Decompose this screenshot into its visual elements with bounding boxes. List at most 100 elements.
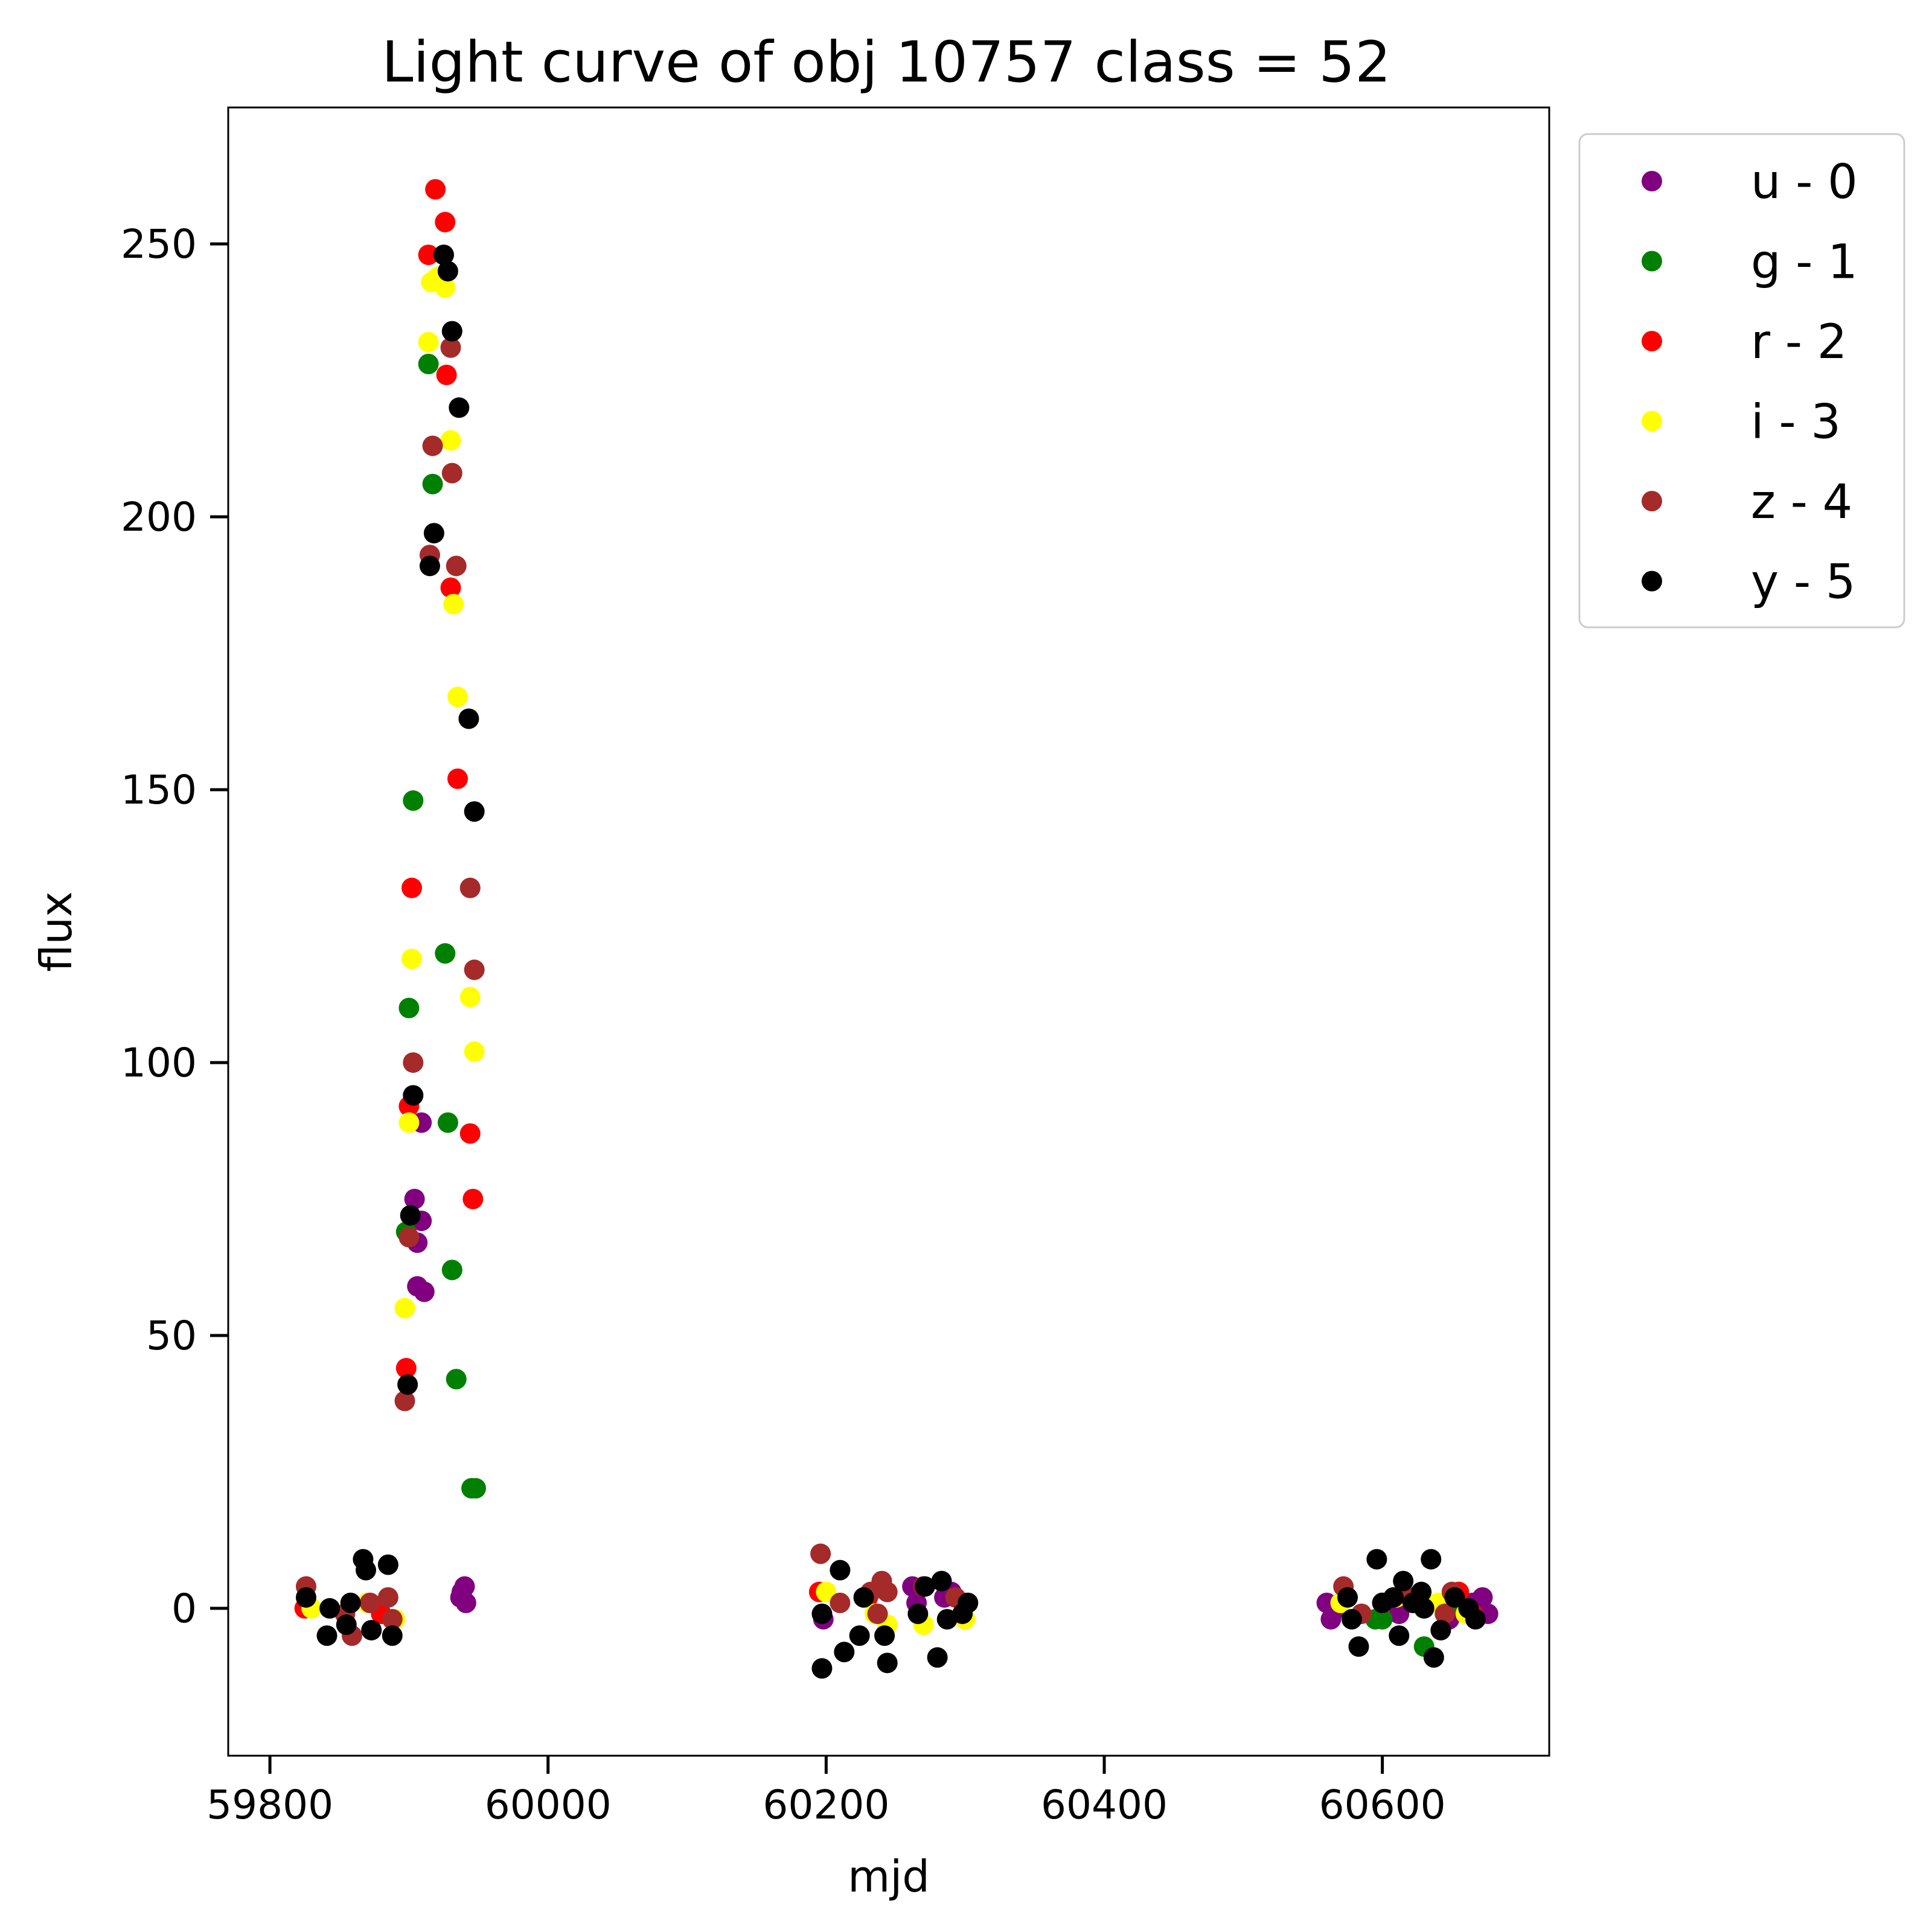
data-point: [361, 1620, 382, 1641]
data-point: [401, 948, 423, 970]
x-tick-label: 60200: [763, 1782, 889, 1828]
y-axis-label: flux: [31, 891, 82, 972]
data-point: [440, 337, 461, 358]
legend-label: z - 4: [1751, 475, 1852, 529]
data-point: [403, 790, 424, 811]
data-point: [849, 1625, 870, 1646]
data-point: [1411, 1581, 1432, 1602]
data-point: [377, 1554, 398, 1575]
data-point: [295, 1587, 316, 1608]
series-4: [295, 337, 1462, 1646]
legend-label: i - 3: [1751, 395, 1841, 450]
data-point: [877, 1652, 898, 1674]
data-point: [359, 1592, 380, 1613]
data-point: [398, 1112, 420, 1133]
data-point: [446, 555, 467, 577]
legend-label: y - 5: [1751, 555, 1856, 610]
data-point: [423, 523, 444, 544]
data-point: [435, 277, 456, 298]
data-point: [867, 1603, 888, 1624]
plot-area: 59800 60000 60200 60400 60600 0 50 100 150 200 25…: [121, 106, 1550, 1828]
data-point: [462, 1188, 484, 1209]
data-point: [1366, 1549, 1387, 1570]
data-point: [1389, 1603, 1410, 1624]
data-point: [1393, 1570, 1414, 1591]
data-point: [336, 1614, 357, 1636]
data-point: [449, 397, 470, 418]
data-point: [811, 1658, 833, 1679]
data-point: [382, 1625, 403, 1646]
data-point: [419, 555, 440, 577]
legend-marker: [1642, 411, 1662, 432]
data-point: [459, 987, 481, 1008]
data-point: [404, 1188, 425, 1209]
y-tick-label: 150: [121, 767, 197, 813]
data-point: [1444, 1587, 1465, 1608]
data-point: [464, 801, 485, 822]
data-point: [1389, 1625, 1410, 1646]
data-point: [435, 211, 456, 232]
data-point: [446, 1369, 467, 1390]
data-point: [459, 1123, 481, 1144]
data-point: [1423, 1647, 1444, 1668]
data-point: [907, 1603, 929, 1624]
data-point: [403, 1052, 424, 1073]
legend-marker: [1642, 251, 1662, 272]
data-point: [447, 686, 469, 708]
legend-label: r - 2: [1751, 315, 1847, 369]
series-5: [295, 245, 1486, 1679]
data-point: [811, 1603, 833, 1624]
data-points: [294, 179, 1499, 1679]
y-tick-label: 200: [121, 494, 197, 540]
data-point: [418, 353, 439, 374]
x-tick-label: 59800: [206, 1782, 333, 1828]
data-point: [319, 1598, 341, 1619]
legend-marker: [1642, 171, 1662, 191]
data-point: [1421, 1549, 1442, 1570]
data-point: [1383, 1587, 1404, 1608]
data-point: [437, 261, 458, 282]
data-point: [816, 1581, 837, 1602]
data-point: [853, 1587, 874, 1608]
data-point: [440, 430, 461, 451]
plot-frame: [227, 106, 1550, 1757]
x-axis-ticks: 59800 60000 60200 60400 60600: [206, 1756, 1446, 1828]
data-point: [447, 768, 469, 789]
data-point: [958, 1592, 979, 1613]
data-point: [316, 1625, 337, 1646]
series-1: [395, 353, 1476, 1657]
data-point: [443, 593, 464, 615]
data-point: [931, 1570, 952, 1591]
data-point: [356, 1559, 377, 1581]
data-point: [834, 1642, 855, 1663]
data-point: [830, 1592, 851, 1613]
y-axis-ticks: 0 50 100 150 200 250: [121, 221, 228, 1632]
data-point: [465, 1478, 486, 1499]
data-point: [433, 245, 454, 266]
x-tick-label: 60000: [485, 1782, 612, 1828]
data-point: [422, 473, 443, 494]
data-point: [340, 1592, 361, 1613]
data-point: [437, 1112, 458, 1133]
data-point: [441, 321, 462, 342]
chart-title: Light curve of obj 10757 class = 52: [382, 30, 1391, 95]
data-point: [401, 877, 423, 898]
y-tick-label: 250: [121, 221, 197, 267]
data-point: [914, 1576, 935, 1597]
data-point: [458, 708, 479, 729]
y-tick-label: 50: [146, 1313, 197, 1359]
data-point: [459, 877, 481, 898]
data-point: [400, 1205, 421, 1226]
legend-items: u - 0 g - 1 r - 2 i - 3 z - 4 y - 5: [1642, 155, 1858, 610]
legend-marker: [1642, 571, 1662, 592]
data-point: [1435, 1603, 1456, 1624]
data-point: [440, 577, 461, 598]
legend-label: u - 0: [1751, 155, 1858, 210]
data-point: [394, 1390, 415, 1412]
data-point: [877, 1581, 898, 1602]
legend-marker: [1642, 331, 1662, 351]
data-point: [1348, 1636, 1369, 1657]
legend-label: g - 1: [1751, 235, 1858, 290]
data-point: [377, 1587, 398, 1608]
